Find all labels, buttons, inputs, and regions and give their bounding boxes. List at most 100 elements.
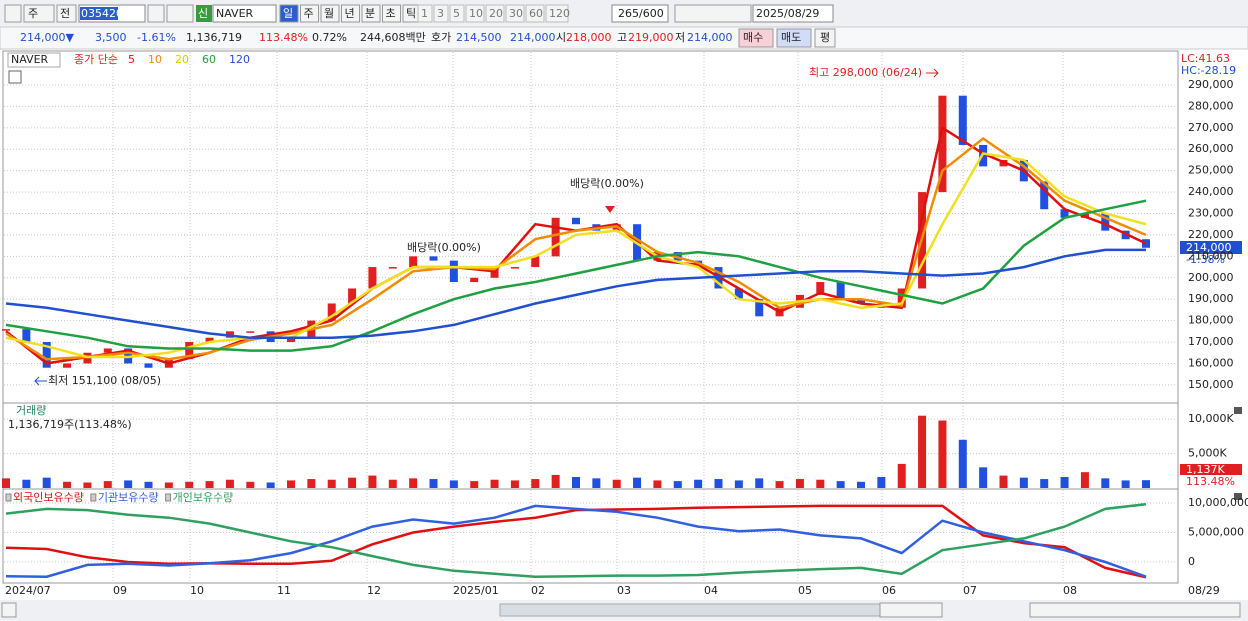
volume-bar (857, 481, 865, 488)
volume-bar (42, 477, 51, 488)
candle (1060, 209, 1069, 218)
period-button-bg[interactable] (279, 4, 299, 23)
volume-bar (63, 481, 72, 488)
sound-button[interactable] (166, 4, 194, 23)
x-tick-label: 04 (704, 584, 718, 597)
interval-button-bg[interactable] (545, 4, 569, 23)
bar-count: 265/600 (618, 7, 664, 20)
y-tick-label: 260,000 (1188, 142, 1234, 155)
buy-button-bg[interactable] (738, 28, 774, 48)
panel-close[interactable] (1234, 493, 1242, 500)
interval-button-bg[interactable] (465, 4, 485, 23)
name-box[interactable] (212, 4, 277, 23)
volume-bar (734, 480, 743, 488)
y-tick-label: 180,000 (1188, 314, 1234, 327)
period-button[interactable]: 초 (386, 7, 396, 20)
volume-bar (164, 482, 173, 488)
search-button[interactable] (147, 4, 165, 23)
period-button[interactable]: 월 (324, 7, 334, 20)
ma-line (5, 248, 1146, 339)
interval-button[interactable]: 1 (421, 7, 428, 20)
interval-button-bg[interactable] (485, 4, 505, 23)
scroll-left[interactable] (1, 602, 17, 618)
interval-button[interactable]: 120 (549, 7, 570, 20)
period-button-bg[interactable] (382, 4, 401, 23)
candle (185, 342, 194, 360)
interval-button-bg[interactable] (505, 4, 525, 23)
date[interactable]: 2025/08/29 (756, 7, 819, 20)
interval-button-bg[interactable] (433, 4, 449, 23)
period-button[interactable]: 일 (283, 6, 293, 20)
y-tick-label: 270,000 (1188, 121, 1234, 134)
volume-bar (816, 479, 825, 488)
volume-bar (124, 480, 133, 488)
avg-button[interactable]: 평 (820, 31, 830, 44)
legend-entry: 10 (148, 53, 162, 66)
period-button-bg[interactable] (300, 4, 319, 23)
holding-line (5, 504, 1147, 578)
legend-entry: 120 (229, 53, 250, 66)
x-tick-label: 10 (190, 584, 204, 597)
volume-bar (918, 415, 927, 488)
volume-bar (551, 474, 560, 488)
volume-bar (775, 481, 784, 488)
date-box[interactable] (752, 4, 834, 23)
type-select[interactable] (23, 4, 55, 23)
interval-button-bg[interactable] (525, 4, 545, 23)
high-note: 최고 298,000 (06/24) (809, 66, 922, 79)
low: 214,000 (687, 31, 733, 44)
high: 219,000 (628, 31, 674, 44)
amount: 244,608백만 (360, 31, 426, 44)
interval-button[interactable]: 10 (469, 7, 483, 20)
y-tick-label: 10,000,000 (1188, 496, 1248, 509)
period-button-bg[interactable] (361, 4, 381, 23)
stock-code[interactable]: 035420 (81, 7, 123, 20)
interval-button[interactable]: 30 (509, 7, 523, 20)
legend-swatch (5, 493, 12, 502)
interval-button[interactable]: 60 (529, 7, 543, 20)
x-tick-label: 05 (798, 584, 812, 597)
hc-label: HC:-28.19 (1181, 64, 1236, 77)
y-tick-label: 170,000 (1188, 335, 1234, 348)
panel-close[interactable] (1234, 407, 1242, 414)
prev-button-bg[interactable] (56, 4, 77, 23)
volume-bar (938, 420, 947, 488)
high-label: 고 (617, 31, 627, 44)
volume-bar (368, 475, 377, 488)
tool-buttons[interactable] (674, 4, 752, 23)
period-button-bg[interactable] (341, 4, 360, 23)
buy-button[interactable]: 매수 (743, 31, 763, 44)
period-button[interactable]: 틱 (406, 7, 416, 20)
interval-button-bg[interactable] (417, 4, 433, 23)
sell-button[interactable]: 매도 (781, 31, 801, 44)
scroll-thumb[interactable] (499, 603, 881, 617)
count-box[interactable] (611, 4, 669, 23)
y-tick-label: 230,000 (1188, 207, 1234, 220)
type-button[interactable]: 주 (28, 7, 38, 20)
volume-bar (205, 481, 214, 488)
period-button[interactable]: 주 (304, 7, 314, 20)
candle (938, 95, 947, 193)
volume-bar (327, 479, 336, 488)
icon-button[interactable] (4, 4, 22, 23)
candle (1040, 181, 1049, 210)
interval-button[interactable]: 5 (453, 7, 460, 20)
candle (409, 256, 418, 268)
interval-button[interactable]: 20 (489, 7, 503, 20)
period-button-bg[interactable] (320, 4, 340, 23)
volume-bar (348, 477, 357, 488)
volume-bar (409, 478, 418, 488)
avg-button-bg[interactable] (814, 28, 836, 48)
period-button[interactable]: 분 (365, 7, 375, 20)
period-button[interactable]: 년 (345, 7, 355, 20)
volume-bar (510, 480, 519, 488)
table-icon[interactable] (8, 70, 22, 84)
sell-button-bg[interactable] (776, 28, 812, 48)
zoom-controls[interactable] (1029, 602, 1241, 618)
play-controls[interactable] (879, 602, 943, 618)
prev-button[interactable]: 전 (60, 7, 70, 20)
volume-bar (185, 481, 194, 488)
interval-button-bg[interactable] (449, 4, 465, 23)
interval-button[interactable]: 3 (437, 7, 444, 20)
